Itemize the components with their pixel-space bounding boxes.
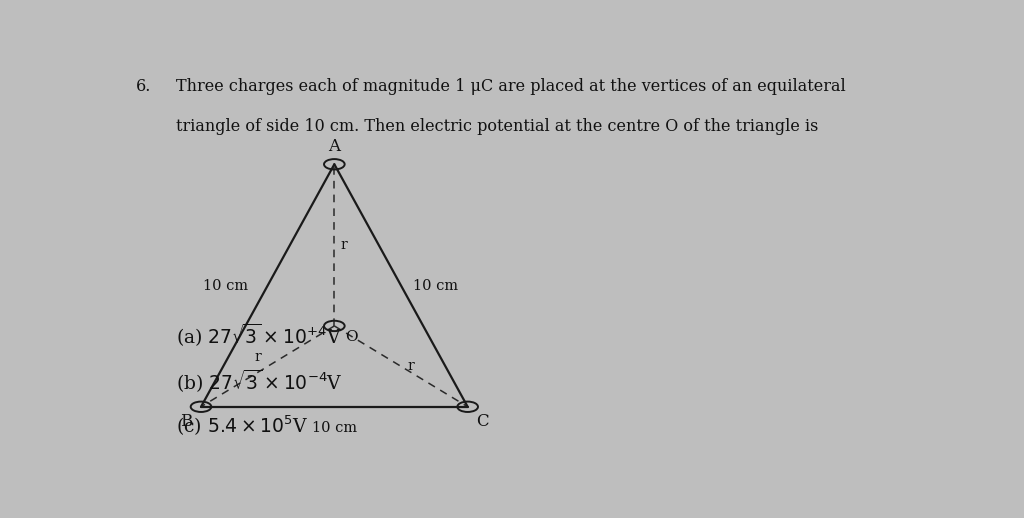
Text: O: O — [345, 330, 357, 344]
Text: 10 cm: 10 cm — [311, 421, 357, 435]
Text: triangle of side 10 cm. Then electric potential at the centre O of the triangle : triangle of side 10 cm. Then electric po… — [176, 118, 818, 135]
Text: A: A — [329, 138, 340, 155]
Text: r: r — [255, 350, 261, 364]
Text: (b) $27\sqrt{3} \times 10^{-4}$V: (b) $27\sqrt{3} \times 10^{-4}$V — [176, 367, 342, 394]
Text: C: C — [476, 413, 489, 430]
Text: Three charges each of magnitude 1 μC are placed at the vertices of an equilatera: Three charges each of magnitude 1 μC are… — [176, 78, 846, 95]
Text: 6.: 6. — [136, 78, 152, 95]
Text: r: r — [341, 238, 347, 252]
Text: (a) $27\sqrt{3} \times 10^{+4}$V: (a) $27\sqrt{3} \times 10^{+4}$V — [176, 321, 342, 349]
Text: r: r — [408, 359, 414, 373]
Text: 10 cm: 10 cm — [413, 279, 458, 293]
Text: 10 cm: 10 cm — [203, 279, 248, 293]
Text: (c) $5.4 \times 10^{5}$V: (c) $5.4 \times 10^{5}$V — [176, 413, 308, 438]
Text: B: B — [180, 413, 193, 430]
